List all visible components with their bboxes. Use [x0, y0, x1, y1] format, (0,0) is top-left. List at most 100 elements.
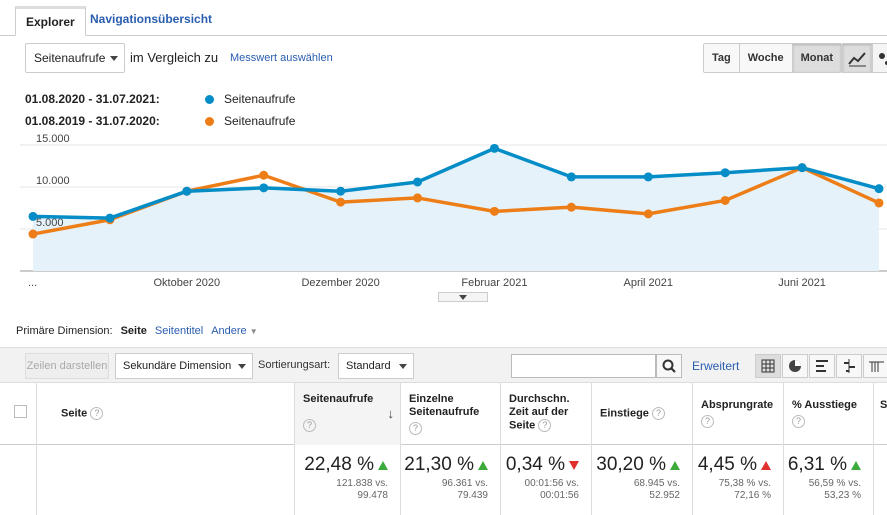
column-exit-rate[interactable]: % Ausstiege ?	[784, 383, 874, 445]
entrances-compare-previous: 52.952	[649, 490, 680, 501]
help-icon[interactable]: ?	[651, 407, 665, 420]
table-grid-icon	[761, 359, 775, 373]
column-avg-time-label: Durchschn. Zeit auf der Seite	[509, 393, 570, 432]
x-tick-label-4: April 2021	[623, 277, 673, 289]
entrances-change: 30,20 %	[596, 454, 666, 475]
arrow-up-icon	[670, 460, 680, 470]
previous-series-point-8	[643, 209, 653, 219]
chevron-down-icon	[399, 364, 407, 369]
help-icon[interactable]: ?	[701, 415, 714, 428]
column-pageviews[interactable]: Seitenaufrufe ? ↓	[295, 383, 401, 445]
help-icon[interactable]: ?	[409, 422, 422, 435]
tab-navigation-summary[interactable]: Navigationsübersicht	[90, 12, 213, 26]
column-unique-pageviews[interactable]: Einzelne Seitenaufrufe ?	[401, 383, 501, 445]
current-series-area	[33, 148, 879, 271]
bounce-rate-change: 4,45 %	[697, 454, 757, 475]
arrow-down-icon	[569, 460, 579, 470]
tab-explorer[interactable]: Explorer	[15, 6, 86, 36]
secondary-dimension-select[interactable]: Sekundäre Dimension	[115, 353, 253, 379]
current-series-point-3	[259, 183, 269, 193]
summary-avg-time: 0,34 % 00:01:56 vs. 00:01:56	[501, 445, 592, 515]
chart-resize-handle[interactable]	[438, 292, 488, 302]
table-toolbar: Zeilen darstellen Sekundäre Dimension So…	[0, 347, 887, 383]
previous-series-point-6	[489, 206, 499, 216]
sort-select[interactable]: Standard	[338, 353, 414, 379]
percentage-view-button[interactable]	[782, 354, 808, 378]
column-pageviews-label: Seitenaufrufe	[303, 393, 374, 405]
summary-bounce-rate: 4,45 % 75,38 % vs. 72,16 %	[693, 445, 784, 515]
line-chart-icon	[848, 52, 866, 67]
period-day-button[interactable]: Tag	[704, 44, 740, 72]
select-all-checkbox[interactable]	[14, 405, 27, 418]
x-tick-label-1: Oktober 2020	[153, 277, 220, 289]
avg-time-compare-previous: 00:01:56	[540, 490, 579, 501]
bar-list-icon	[816, 360, 828, 372]
column-next[interactable]: S	[874, 383, 887, 445]
x-tick-label-5: Juni 2021	[778, 277, 826, 289]
unique-pageviews-compare-current: 96.361 vs.	[441, 478, 488, 489]
advanced-filter-link[interactable]: Erweitert	[692, 359, 740, 373]
pageviews-compare-previous: 99.478	[357, 490, 388, 501]
chevron-down-icon	[459, 295, 467, 300]
pivot-table-icon	[869, 361, 884, 372]
sort-descending-icon[interactable]: ↓	[387, 406, 395, 421]
help-icon[interactable]: ?	[792, 415, 805, 428]
primary-dimension-label: Primäre Dimension:	[16, 325, 113, 337]
primary-dimension-page[interactable]: Seite	[120, 325, 147, 337]
x-tick-label-2: Dezember 2020	[301, 277, 379, 289]
select-metric-link[interactable]: Messwert auswählen	[230, 52, 333, 64]
entrances-compare-current: 68.945 vs.	[633, 478, 680, 489]
period-month-button[interactable]: Monat	[792, 44, 841, 72]
line-chart-view-button[interactable]	[842, 43, 872, 73]
bounce-rate-compare-current: 75,38 % vs.	[718, 478, 771, 489]
column-entrances[interactable]: Einstiege ?	[592, 383, 693, 445]
previous-range-label: 01.08.2019 - 31.07.2020:	[25, 114, 160, 128]
exit-rate-compare-current: 56,59 % vs.	[808, 478, 861, 489]
pivot-view-button[interactable]	[863, 354, 887, 378]
period-week-button[interactable]: Woche	[739, 44, 793, 72]
column-next-label: S	[880, 399, 887, 411]
summary-entrances: 30,20 % 68.945 vs. 52.952	[592, 445, 693, 515]
legend-dot-current	[205, 94, 214, 104]
column-entrances-label: Einstiege	[600, 407, 649, 420]
metric-select[interactable]: Seitenaufrufe	[25, 43, 125, 73]
select-all-column	[0, 383, 37, 445]
comparison-view-button[interactable]	[836, 354, 862, 378]
current-series-point-1	[105, 213, 115, 223]
data-view-button[interactable]	[755, 354, 781, 378]
search-button[interactable]	[656, 354, 682, 378]
bubble-chart-icon	[879, 53, 887, 65]
primary-dimension-page-title[interactable]: Seitentitel	[154, 325, 204, 337]
current-series-point-9	[720, 168, 730, 178]
column-bounce-rate[interactable]: Absprungrate ?	[693, 383, 784, 445]
summary-checkbox-cell	[0, 445, 37, 515]
primary-dimension-bar: Primäre Dimension: Seite Seitentitel And…	[16, 325, 258, 337]
help-icon[interactable]: ?	[538, 419, 552, 432]
performance-view-button[interactable]	[809, 354, 835, 378]
column-exit-rate-label: % Ausstiege	[792, 399, 858, 411]
primary-dimension-other[interactable]: Andere ▼	[211, 325, 257, 337]
help-icon[interactable]: ?	[90, 407, 104, 420]
pageviews-compare-current: 121.838 vs.	[336, 478, 388, 489]
pie-chart-icon	[789, 360, 801, 372]
comparison-icon	[844, 359, 855, 373]
x-tick-label-0: ...	[28, 277, 37, 289]
help-icon[interactable]: ?	[303, 419, 316, 432]
summary-row: 22,48 % 121.838 vs. 99.478 21,30 % 96.36…	[0, 445, 887, 515]
sort-label: Sortierungsart:	[258, 359, 331, 371]
previous-series-point-0	[28, 229, 38, 239]
column-page[interactable]: Seite ?	[37, 383, 295, 445]
motion-chart-view-button[interactable]	[872, 43, 887, 73]
current-range-label: 01.08.2020 - 31.07.2021:	[25, 92, 160, 106]
previous-series-point-9	[720, 195, 730, 205]
table-search-input[interactable]	[511, 354, 656, 378]
current-series-point-2	[182, 186, 192, 196]
exit-rate-change: 6,31 %	[787, 454, 847, 475]
summary-unique-pageviews: 21,30 % 96.361 vs. 79.439	[401, 445, 501, 515]
previous-series-point-4	[336, 197, 346, 207]
plot-rows-button[interactable]: Zeilen darstellen	[25, 353, 109, 379]
column-avg-time[interactable]: Durchschn. Zeit auf der Seite ?	[501, 383, 592, 445]
current-series-point-0	[28, 211, 38, 221]
summary-page-cell	[37, 445, 295, 515]
search-icon	[662, 359, 676, 373]
